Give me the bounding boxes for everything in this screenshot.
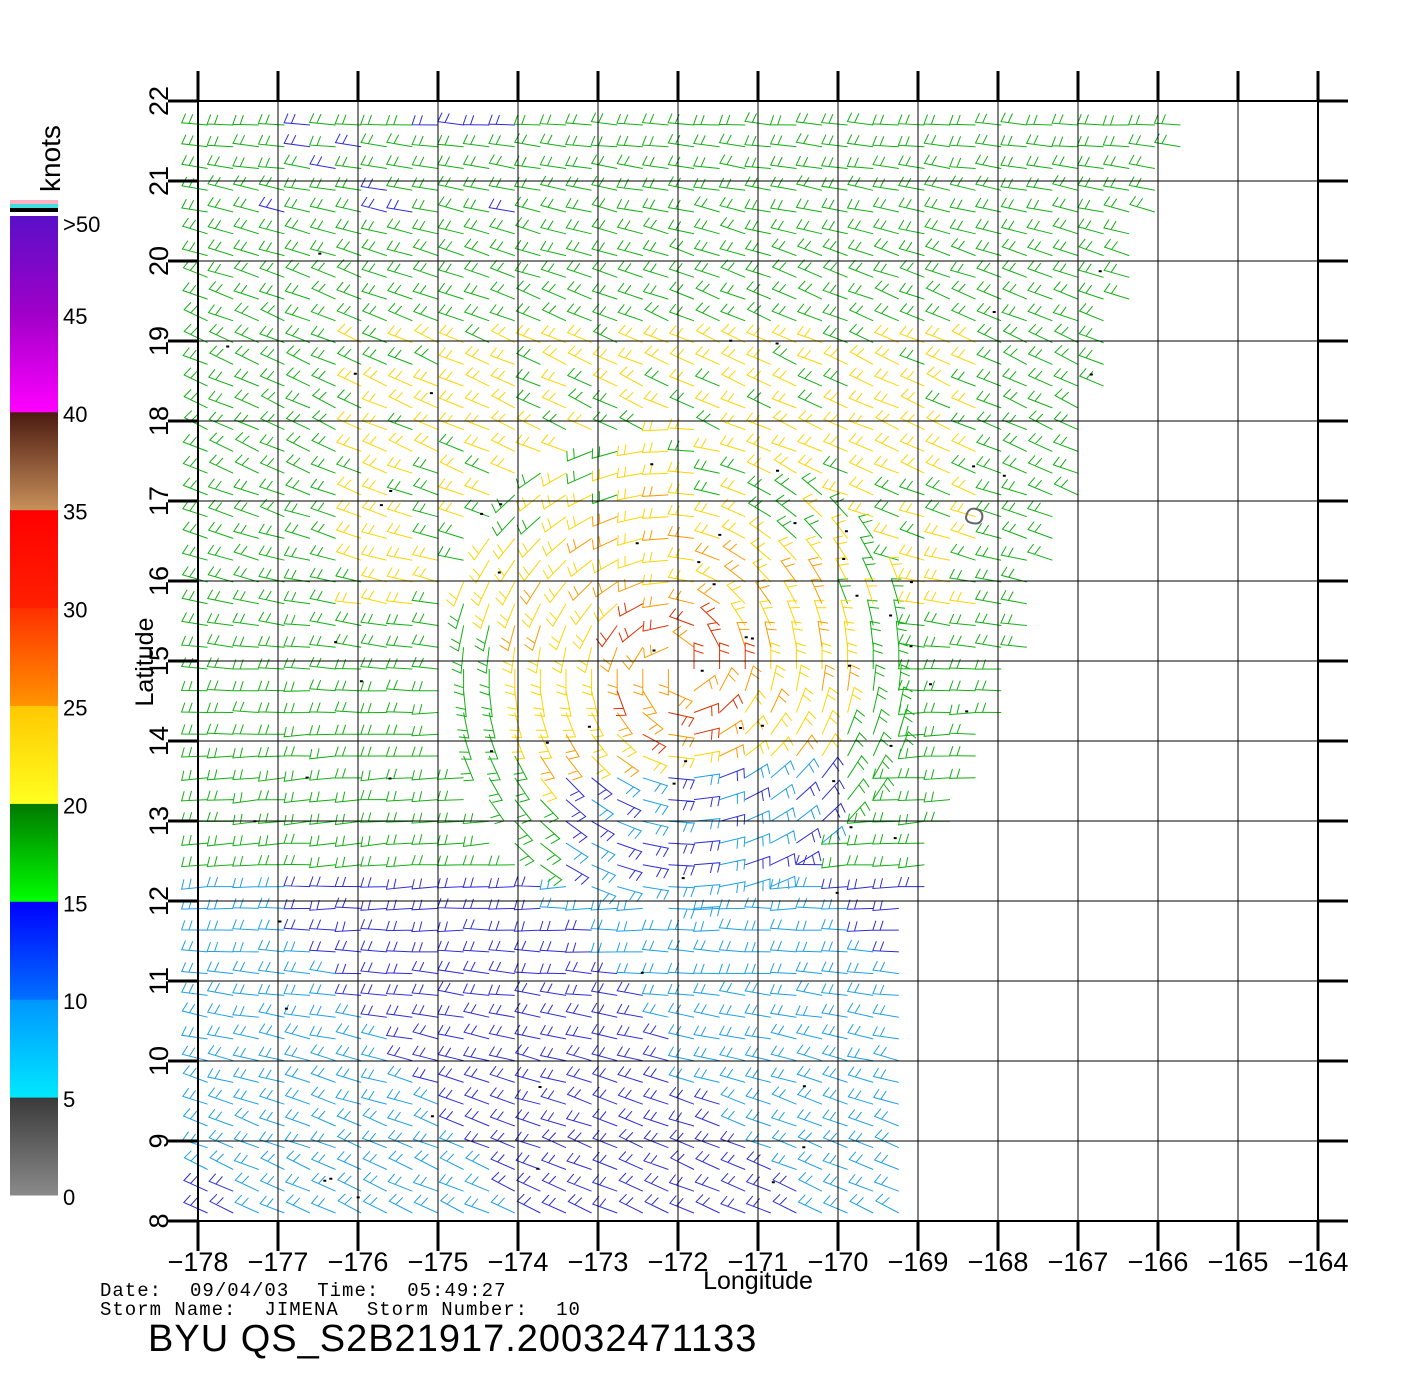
colorbar-band <box>10 705 58 804</box>
colorbar-tick-label: 15 <box>63 891 87 916</box>
colorbar-stripe <box>10 200 58 204</box>
x-tick-label: −174 <box>488 1247 549 1277</box>
x-tick-label: −178 <box>168 1247 229 1277</box>
colorbar-tick-label: 5 <box>63 1087 75 1112</box>
footer-storm-line: Storm Name: JIMENA Storm Number: 10 <box>100 1299 609 1321</box>
colorbar-band <box>10 313 58 413</box>
y-tick-label: 20 <box>144 246 174 276</box>
storm-name-label: Storm Name: <box>100 1299 237 1321</box>
x-tick-label: −173 <box>568 1247 629 1277</box>
colorbar-tick-label: 0 <box>63 1185 75 1210</box>
y-tick-label: 17 <box>144 486 174 516</box>
colorbar-stripe <box>10 208 58 212</box>
colorbar-band <box>10 901 58 1000</box>
colorbar-tick-label: 40 <box>63 402 87 427</box>
colorbar-tick-label: 45 <box>63 304 87 329</box>
x-tick-label: −169 <box>888 1247 949 1277</box>
plot-frame <box>197 100 1319 1222</box>
colorbar-stripe <box>10 204 58 208</box>
axis-tick-labels: −178 −177 −176 −175 −174 −173 −172 −171 −170 −169… <box>144 86 1348 1277</box>
storm-center-marker <box>964 507 984 525</box>
time-value: 05:49:27 <box>407 1280 507 1302</box>
x-tick-label: −167 <box>1048 1247 1109 1277</box>
time-label: Time: <box>317 1280 380 1302</box>
wind-barb-series <box>180 112 1181 887</box>
x-tick-label: −168 <box>968 1247 1029 1277</box>
colorbar-tick-label: 20 <box>63 793 87 818</box>
colorbar-tick-label: 35 <box>63 500 87 525</box>
wind-barbs <box>180 112 1181 1214</box>
y-tick-label: 13 <box>144 806 174 836</box>
colorbar-tick-label: >50 <box>63 212 100 237</box>
wind-barb-series <box>180 757 900 1214</box>
y-axis-label: Latitude <box>131 618 159 707</box>
colorbar-tick-label: 25 <box>63 696 87 721</box>
storm-name-value: JIMENA <box>264 1299 339 1321</box>
colorbar-title: knots <box>35 125 66 192</box>
x-tick-label: −175 <box>408 1247 469 1277</box>
y-tick-label: 8 <box>144 1213 174 1228</box>
x-tick-label: −176 <box>328 1247 389 1277</box>
colorbar-band <box>10 216 58 315</box>
x-tick-label: −177 <box>248 1247 309 1277</box>
x-tick-label: −171 <box>728 1247 789 1277</box>
x-axis-label: Longitude <box>703 1267 813 1295</box>
lat-lon-grid <box>168 71 1348 1251</box>
y-tick-label: 11 <box>144 967 174 995</box>
colorbar-band <box>10 607 58 706</box>
x-tick-label: −165 <box>1208 1247 1269 1277</box>
y-tick-label: 16 <box>144 566 174 596</box>
y-tick-label: 10 <box>144 1046 174 1076</box>
y-tick-label: 22 <box>144 86 174 116</box>
y-tick-label: 14 <box>144 726 174 756</box>
wind-barb-series <box>499 486 861 781</box>
storm-number-value: 10 <box>556 1299 581 1321</box>
storm-number-label: Storm Number: <box>366 1299 529 1321</box>
wind-speed-colorbar: 0 5 10 15 20 25 30 35 40 45 >50 <box>10 200 100 1210</box>
colorbar-band <box>10 509 58 609</box>
y-tick-label: 18 <box>144 406 174 436</box>
x-tick-label: −172 <box>648 1247 709 1277</box>
colorbar-band <box>10 411 58 511</box>
footer-date-line: Date: 09/04/03 Time: 05:49:27 <box>100 1280 534 1302</box>
date-value: 09/04/03 <box>190 1280 290 1302</box>
x-tick-label: −170 <box>808 1247 869 1277</box>
colorbar-tick-label: 10 <box>63 989 87 1014</box>
wind-barb-series <box>334 323 976 803</box>
colorbar-band <box>10 803 58 902</box>
date-label: Date: <box>100 1280 163 1302</box>
x-tick-label: −166 <box>1128 1247 1189 1277</box>
colorbar-band <box>10 999 58 1098</box>
x-tick-label: −164 <box>1288 1247 1349 1277</box>
product-id: BYU QS_S2B21917.20032471133 <box>148 1318 758 1360</box>
y-tick-label: 19 <box>144 326 174 356</box>
colorbar-band <box>10 1097 58 1196</box>
y-tick-label: 9 <box>144 1133 174 1148</box>
wind-barb-series <box>595 602 755 754</box>
y-tick-label: 21 <box>144 166 174 196</box>
y-tick-label: 12 <box>144 886 174 916</box>
y-tick-label: 15 <box>144 646 174 676</box>
wind-barb-series <box>182 112 925 1214</box>
colorbar-tick-label: 30 <box>63 598 87 623</box>
